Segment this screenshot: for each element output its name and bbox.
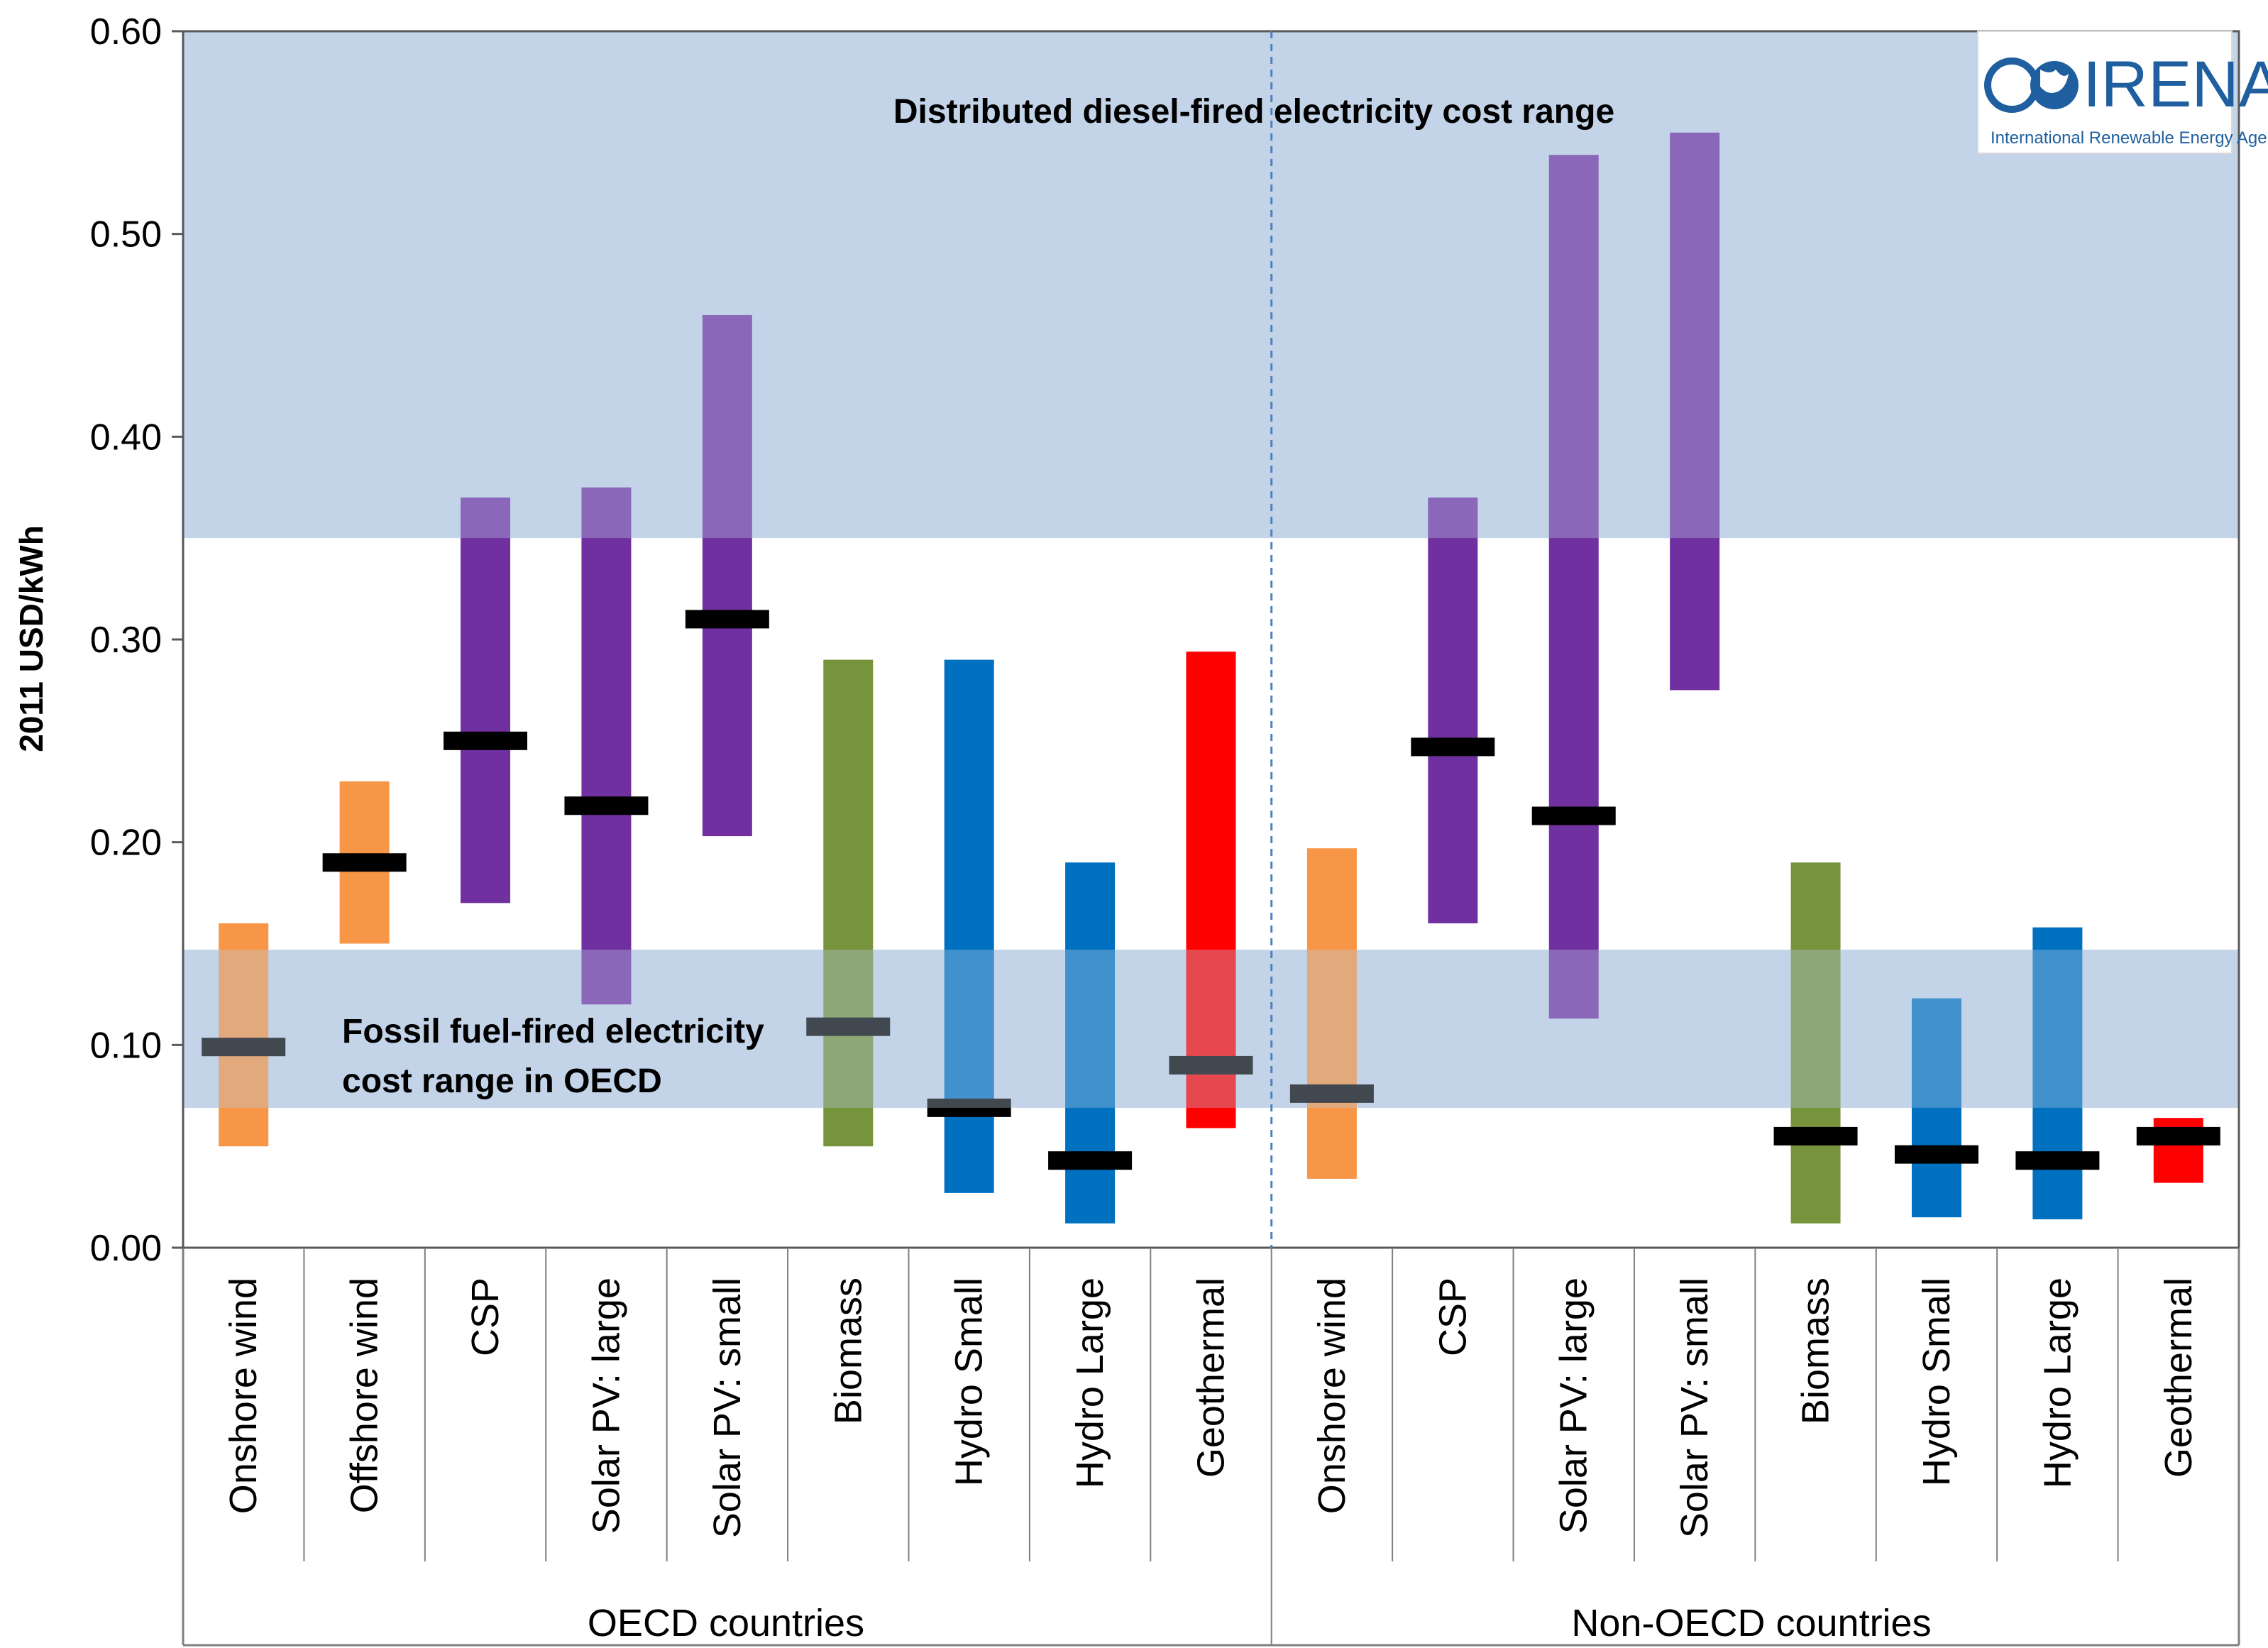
category-label: Hydro Large — [2036, 1278, 2079, 1488]
range-bar — [1548, 155, 1599, 1019]
category-label: Hydro Small — [1915, 1278, 1958, 1486]
group-label-non-oecd: Non-OECD countries — [1571, 1602, 1931, 1644]
average-marker — [1894, 1145, 1978, 1164]
average-marker — [322, 853, 407, 872]
average-marker — [685, 610, 769, 629]
average-marker — [1169, 1055, 1253, 1075]
average-marker — [2015, 1151, 2100, 1170]
range-bar — [1186, 652, 1236, 1128]
y-axis-title: 2011 USD/kWh — [13, 525, 50, 752]
category-label: CSP — [1431, 1278, 1474, 1356]
y-tick-label: 0.60 — [90, 11, 162, 53]
category-label: Hydro Large — [1069, 1278, 1111, 1488]
average-marker — [1773, 1126, 1858, 1146]
category-label: Biomass — [827, 1278, 869, 1424]
logo-subtitle: International Renewable Energy Agency — [1991, 128, 2268, 148]
range-bar — [581, 487, 632, 1005]
y-tick-label: 0.50 — [90, 214, 162, 256]
cost-band-overlay-1 — [183, 950, 2239, 1108]
average-marker — [444, 731, 528, 750]
average-marker — [1289, 1084, 1374, 1103]
logo-name: IRENA — [2083, 48, 2268, 121]
average-marker — [1411, 737, 1495, 757]
range-bar — [2032, 927, 2083, 1220]
bands-layer — [183, 31, 2239, 1108]
average-marker — [564, 796, 649, 815]
category-label: Solar PV: small — [1673, 1278, 1716, 1538]
category-label: Solar PV: large — [1553, 1278, 1595, 1534]
y-tick-label: 0.10 — [90, 1025, 162, 1066]
range-bar — [1428, 498, 1478, 923]
category-label: Geothermal — [1190, 1278, 1233, 1478]
category-label: Biomass — [1795, 1278, 1837, 1424]
range-bar — [219, 923, 269, 1147]
range-bar — [1911, 998, 1961, 1218]
average-marker — [1531, 806, 1616, 825]
group-label-oecd: OECD countries — [588, 1602, 864, 1644]
y-tick-label: 0.00 — [90, 1228, 162, 1269]
y-tick-label: 0.30 — [90, 620, 162, 661]
bars-layer — [183, 31, 2239, 1224]
range-bar — [461, 498, 511, 903]
fossil-band-label-line2: cost range in OECD — [342, 1062, 662, 1100]
category-label: Geothermal — [2157, 1278, 2200, 1478]
average-marker — [927, 1098, 1011, 1117]
category-label: Solar PV: large — [585, 1278, 627, 1534]
range-bar — [1670, 132, 1720, 691]
fossil-band-label-line1: Fossil fuel-fired electricity — [342, 1013, 764, 1050]
category-label: Solar PV: small — [706, 1278, 749, 1538]
category-label: Offshore wind — [343, 1278, 386, 1513]
category-label: Onshore wind — [222, 1278, 265, 1514]
average-marker — [202, 1038, 286, 1057]
y-tick-label: 0.20 — [90, 823, 162, 864]
irena-logo: IRENA International Renewable Energy Age… — [1977, 31, 2268, 154]
range-bar — [823, 659, 874, 1147]
category-label: Hydro Small — [948, 1278, 991, 1486]
range-bar — [1790, 862, 1841, 1224]
average-marker — [806, 1017, 891, 1036]
axes-layer: 0.00 0.10 0.20 0.30 0.40 0.50 0.60 — [90, 11, 2240, 1647]
category-label: CSP — [464, 1278, 507, 1356]
category-label: Onshore wind — [1311, 1278, 1353, 1514]
range-bar — [702, 314, 752, 837]
cost-band-0 — [183, 31, 2239, 539]
average-marker — [1048, 1151, 1133, 1170]
labels-layer: Onshore wind Offshore wind CSP Solar PV: la… — [222, 1278, 2200, 1538]
cost-band-overlay-0 — [183, 31, 2239, 539]
y-tick-label: 0.40 — [90, 417, 162, 458]
range-bar — [1306, 848, 1357, 1179]
diesel-band-label: Distributed diesel-fired electricity cos… — [893, 93, 1614, 131]
average-marker — [2136, 1126, 2220, 1146]
globe-icon — [1984, 57, 2079, 113]
